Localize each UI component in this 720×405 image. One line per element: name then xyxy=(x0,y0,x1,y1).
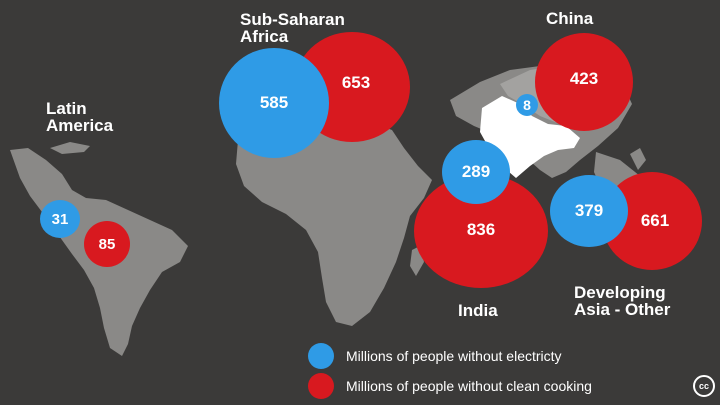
bubble-china-electricity: 8 xyxy=(516,94,538,116)
value-india-electricity: 289 xyxy=(461,162,491,181)
legend-cooking-label: Millions of people without clean cooking xyxy=(346,378,592,394)
label-india: India xyxy=(458,301,498,320)
value-latin-america-electricity: 31 xyxy=(51,210,69,228)
bubble-latin-america-cooking: 85 xyxy=(84,221,130,267)
label-latin-america: Latin America xyxy=(46,99,114,135)
bubble-latin-america-electricity: 31 xyxy=(40,200,80,238)
label-developing-asia-other: Developing Asia - Other xyxy=(574,283,671,319)
creative-commons-icon: cc xyxy=(693,375,715,397)
value-china-cooking: 423 xyxy=(569,69,599,88)
value-india-cooking: 836 xyxy=(466,220,496,239)
value-africa-electricity: 585 xyxy=(259,93,289,112)
bubble-developing-asia-electricity: 379 xyxy=(550,175,628,247)
label-sub-saharan-africa: Sub-Saharan Africa xyxy=(240,10,345,46)
value-africa-cooking: 653 xyxy=(341,73,371,92)
legend-electricity-label: Millions of people without electricty xyxy=(346,348,562,364)
bubble-africa-electricity: 585 xyxy=(219,48,329,158)
value-developing-asia-cooking: 661 xyxy=(640,211,670,230)
legend-cooking: Millions of people without clean cooking xyxy=(308,373,592,399)
bubble-china-cooking: 423 xyxy=(535,33,633,131)
legend-electricity-swatch xyxy=(308,343,334,369)
value-developing-asia-electricity: 379 xyxy=(574,201,604,220)
value-latin-america-cooking: 85 xyxy=(98,235,116,253)
label-china: China xyxy=(546,9,594,28)
bubble-india-electricity: 289 xyxy=(442,140,510,204)
legend-electricity: Millions of people without electricty xyxy=(308,343,562,369)
legend-cooking-swatch xyxy=(308,373,334,399)
value-china-electricity: 8 xyxy=(523,97,531,113)
